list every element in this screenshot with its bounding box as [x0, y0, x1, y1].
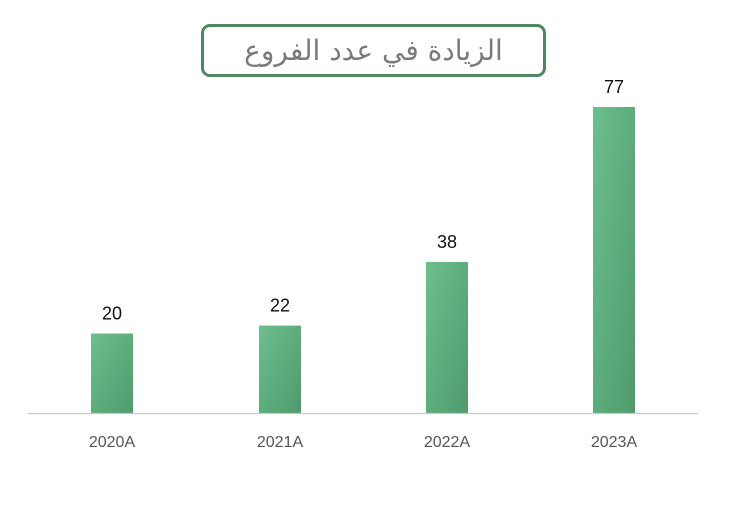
chart-title-box: الزيادة في عدد الفروع [201, 24, 546, 77]
x-tick-label-2022A: 2022A [424, 434, 471, 451]
x-tick-label-2023A: 2023A [591, 434, 638, 451]
x-tick-labels-group: 2020A 2021A 2022A 2023A [89, 434, 638, 451]
data-label-2021A: 22 [270, 296, 290, 316]
bar-2021A [259, 325, 301, 413]
bar-2023A [593, 107, 635, 413]
x-tick-label-2021A: 2021A [257, 434, 304, 451]
data-label-2022A: 38 [437, 232, 457, 252]
data-label-2020A: 20 [102, 304, 122, 324]
bars-group [91, 107, 635, 413]
bar-2020A [91, 333, 133, 413]
chart-title: الزيادة في عدد الفروع [244, 34, 503, 67]
bar-2022A [426, 261, 468, 413]
data-labels-group: 20 22 38 77 [102, 77, 624, 324]
x-tick-label-2020A: 2020A [89, 434, 136, 451]
data-label-2023A: 77 [604, 77, 624, 97]
